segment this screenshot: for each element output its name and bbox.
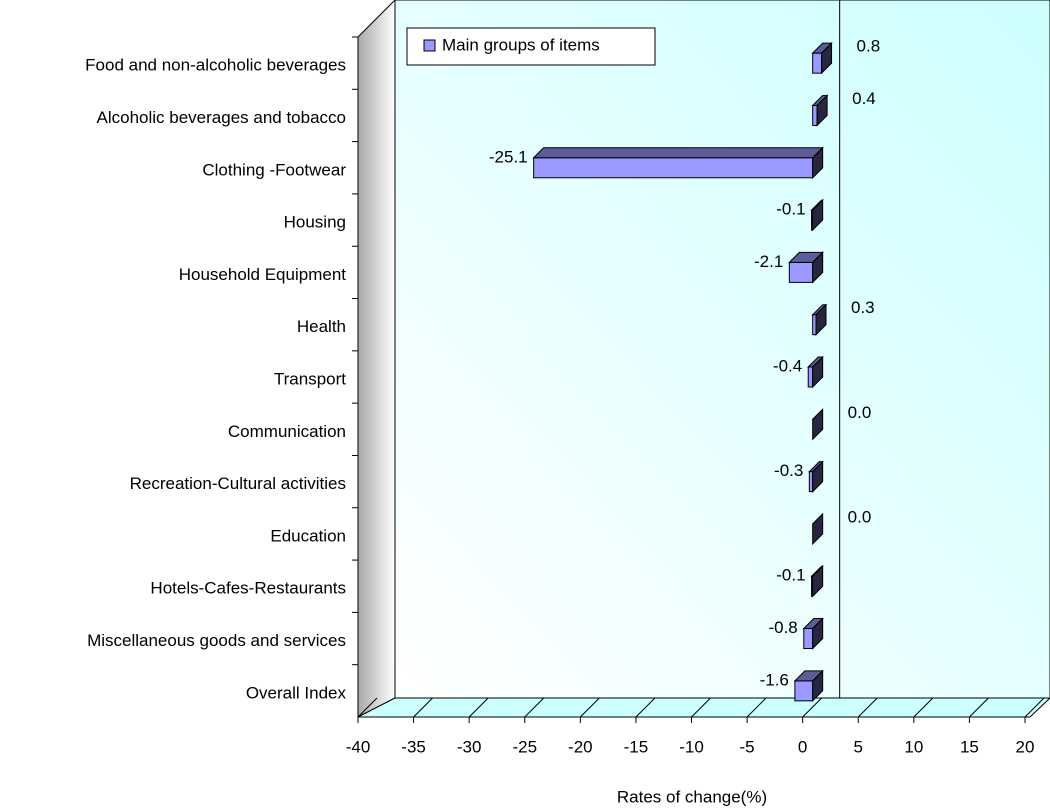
floor-tick — [1024, 697, 1045, 718]
bar-side — [816, 94, 828, 127]
legend-box — [406, 27, 656, 66]
y-tick-label: Food and non-alcoholic beverages — [85, 56, 346, 75]
x-tick-label: 15 — [960, 737, 979, 756]
bar — [811, 303, 828, 336]
y-tick-label: Alcoholic beverages and tobacco — [97, 108, 347, 127]
floor-tick — [857, 697, 878, 718]
value-label: -1.6 — [760, 670, 789, 689]
value-label: 0.8 — [857, 37, 881, 56]
value-label: -25.1 — [489, 147, 528, 166]
floor-tick — [413, 697, 433, 718]
bar-front — [794, 680, 814, 702]
y-tick-label: Recreation-Cultural activities — [130, 474, 346, 493]
bar-side — [812, 669, 824, 703]
value-label: 0.4 — [852, 89, 876, 108]
bar-side — [812, 198, 824, 232]
x-tick-label: -35 — [401, 737, 426, 756]
x-tick-label: -10 — [679, 737, 704, 756]
x-tick-label: -25 — [512, 737, 537, 756]
bar-side — [815, 303, 827, 336]
x-tick-label: -20 — [568, 737, 593, 756]
x-tick-label: -15 — [624, 737, 649, 756]
value-label: 0.3 — [851, 298, 875, 317]
y-tick-label: Hotels-Cafes-Restaurants — [150, 579, 346, 598]
bar-front — [812, 52, 823, 74]
value-label: -0.3 — [774, 461, 803, 480]
y-tick-label: Education — [270, 526, 346, 545]
bar-front — [808, 471, 814, 493]
floor-tick — [357, 697, 378, 718]
floor — [357, 697, 1050, 718]
value-label: -0.1 — [776, 566, 805, 585]
bar-front — [812, 104, 818, 126]
bar-front — [812, 314, 817, 336]
floor-tick — [524, 697, 545, 718]
x-tick-label: 0 — [798, 737, 807, 756]
floor-tick — [691, 697, 711, 718]
y-tick-label: Miscellaneous goods and services — [87, 631, 346, 650]
bar-side — [812, 565, 824, 598]
bar-side — [821, 41, 833, 75]
x-tick-label: -30 — [457, 737, 482, 756]
bar — [810, 198, 824, 232]
bar-front — [533, 157, 814, 179]
bar-front — [788, 261, 814, 283]
x-tick-label: -5 — [740, 737, 755, 756]
x-tick-label: 5 — [854, 737, 863, 756]
floor-tick — [468, 697, 489, 718]
bar — [810, 565, 824, 598]
y-tick-label: Household Equipment — [179, 265, 347, 284]
value-label: -0.1 — [776, 200, 805, 219]
bar-side — [812, 251, 824, 284]
floor-tick — [913, 697, 934, 718]
bar-side — [812, 146, 824, 179]
bar-front — [803, 628, 814, 650]
bar — [807, 355, 824, 389]
bar-side — [812, 460, 824, 493]
floor-tick — [802, 697, 823, 718]
legend-swatch — [423, 39, 436, 52]
floor-tick — [635, 697, 656, 718]
x-axis-title: Rates of change(%) — [617, 787, 767, 806]
bar — [811, 94, 829, 127]
bar — [811, 41, 833, 75]
side-wall — [357, 0, 396, 718]
bar-side — [812, 408, 824, 441]
bar — [793, 669, 824, 703]
value-label: 0.0 — [848, 507, 872, 526]
y-tick-label: Clothing -Footwear — [202, 160, 346, 179]
value-label: -2.1 — [754, 252, 783, 271]
legend: Main groups of items — [406, 27, 656, 66]
floor-tick — [579, 697, 600, 718]
y-tick-label: Transport — [274, 369, 346, 388]
floor-tick — [969, 697, 989, 718]
x-tick-label: 20 — [1016, 737, 1035, 756]
y-tick-label: Communication — [228, 422, 346, 441]
bar-side — [812, 512, 824, 546]
floor-tick — [746, 697, 767, 718]
back-wall — [394, 0, 1050, 699]
bar — [788, 251, 824, 284]
y-tick-label: Health — [297, 317, 346, 336]
bar — [812, 512, 824, 546]
bar-front — [807, 366, 814, 388]
bar — [532, 146, 824, 179]
y-tick-label: Housing — [284, 213, 346, 232]
bar — [802, 617, 824, 650]
value-label: -0.8 — [768, 618, 797, 637]
x-tick-label: 10 — [904, 737, 923, 756]
legend-label: Main groups of items — [442, 35, 600, 54]
bar-top — [532, 147, 824, 159]
x-tick-label: -40 — [346, 737, 371, 756]
value-label: -0.4 — [773, 356, 802, 375]
value-label: 0.0 — [848, 403, 872, 422]
bar — [812, 408, 824, 441]
y-tick-label: Overall Index — [246, 683, 347, 702]
bar-side — [812, 617, 824, 650]
bar — [808, 460, 824, 493]
bar-side — [812, 355, 824, 389]
